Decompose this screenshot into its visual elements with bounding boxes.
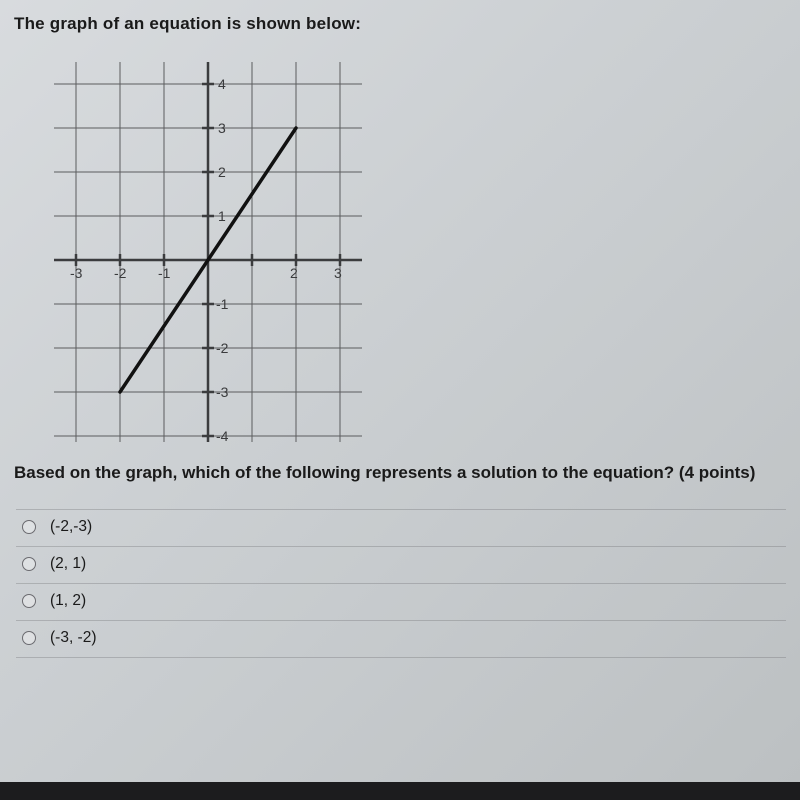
svg-text:-1: -1: [158, 265, 171, 281]
chart-svg: -3 -2 -1 2 3 1 2 3 4 -1 -2 -3 -4: [18, 52, 378, 442]
question-prompt-bottom: Based on the graph, which of the followi…: [14, 463, 786, 483]
radio-icon: [22, 631, 36, 645]
svg-text:1: 1: [218, 208, 226, 224]
answer-options: (-2,-3) (2, 1) (1, 2) (-3, -2): [16, 509, 786, 658]
svg-text:3: 3: [334, 265, 342, 281]
option-a[interactable]: (-2,-3): [16, 509, 786, 547]
svg-text:-1: -1: [216, 296, 229, 312]
question-prompt-top: The graph of an equation is shown below:: [14, 14, 786, 34]
svg-text:2: 2: [290, 265, 298, 281]
radio-icon: [22, 594, 36, 608]
svg-text:-4: -4: [216, 428, 229, 442]
radio-icon: [22, 520, 36, 534]
svg-text:2: 2: [218, 164, 226, 180]
svg-text:-3: -3: [70, 265, 83, 281]
svg-text:-2: -2: [114, 265, 127, 281]
svg-text:-3: -3: [216, 384, 229, 400]
svg-text:4: 4: [218, 76, 226, 92]
option-label: (2, 1): [50, 555, 86, 573]
radio-icon: [22, 557, 36, 571]
option-label: (-3, -2): [50, 629, 97, 647]
option-label: (-2,-3): [50, 518, 92, 536]
option-label: (1, 2): [50, 592, 86, 610]
bottom-bar: [0, 782, 800, 800]
coordinate-graph: -3 -2 -1 2 3 1 2 3 4 -1 -2 -3 -4: [18, 52, 786, 447]
option-b[interactable]: (2, 1): [16, 547, 786, 584]
svg-text:3: 3: [218, 120, 226, 136]
option-d[interactable]: (-3, -2): [16, 621, 786, 658]
svg-text:-2: -2: [216, 340, 229, 356]
option-c[interactable]: (1, 2): [16, 584, 786, 621]
